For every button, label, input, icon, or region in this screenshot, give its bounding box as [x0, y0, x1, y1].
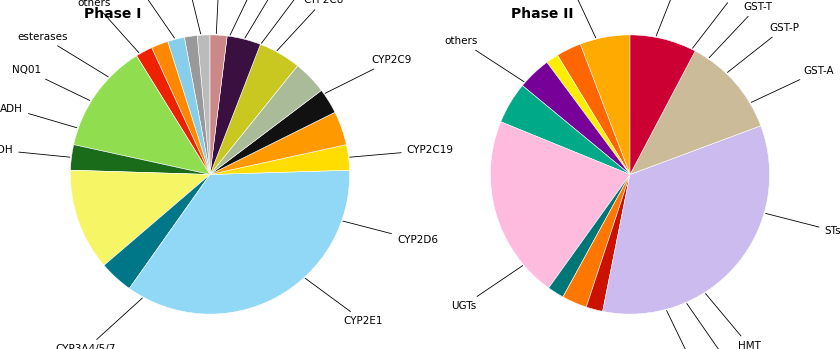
- Text: CYP1B1: CYP1B1: [230, 0, 277, 35]
- Wedge shape: [630, 51, 761, 174]
- Wedge shape: [210, 90, 335, 174]
- Text: TPMT: TPMT: [667, 311, 709, 349]
- Text: CYP3A4/5/7: CYP3A4/5/7: [55, 298, 142, 349]
- Text: NAT2: NAT2: [656, 0, 694, 36]
- Text: STs: STs: [765, 214, 840, 236]
- Text: COMT: COMT: [687, 304, 742, 349]
- Wedge shape: [184, 36, 210, 174]
- Wedge shape: [197, 35, 210, 174]
- Wedge shape: [630, 35, 696, 174]
- Text: Phase II: Phase II: [512, 7, 574, 21]
- Text: CYP2B6: CYP2B6: [261, 0, 322, 43]
- Wedge shape: [71, 170, 210, 265]
- Text: epoxide
hydrolase: epoxide hydrolase: [111, 0, 175, 38]
- Wedge shape: [491, 122, 630, 288]
- Wedge shape: [210, 112, 346, 174]
- Text: ALDH: ALDH: [0, 145, 70, 157]
- Text: NQ01: NQ01: [13, 65, 90, 101]
- Wedge shape: [210, 44, 297, 174]
- Text: CYP2C19: CYP2C19: [349, 145, 454, 157]
- Text: GST-T: GST-T: [709, 1, 772, 58]
- Text: others: others: [444, 36, 524, 82]
- Wedge shape: [210, 144, 349, 174]
- Wedge shape: [563, 174, 630, 307]
- Text: esterases: esterases: [17, 31, 108, 77]
- Wedge shape: [104, 174, 210, 288]
- Text: CYP2E1: CYP2E1: [305, 278, 383, 326]
- Wedge shape: [137, 48, 210, 174]
- Wedge shape: [501, 86, 630, 174]
- Wedge shape: [580, 35, 630, 174]
- Text: Phase I: Phase I: [84, 7, 142, 21]
- Text: others: others: [77, 0, 139, 53]
- Wedge shape: [522, 62, 630, 174]
- Text: HMT: HMT: [706, 294, 761, 349]
- Wedge shape: [547, 55, 630, 174]
- Wedge shape: [210, 35, 227, 174]
- Text: UGTs: UGTs: [451, 266, 522, 311]
- Wedge shape: [168, 37, 210, 174]
- Text: GST-A: GST-A: [751, 66, 834, 102]
- Text: CYP2C9: CYP2C9: [325, 55, 412, 93]
- Wedge shape: [152, 42, 210, 174]
- Wedge shape: [71, 144, 210, 174]
- Text: CYP1A1/2: CYP1A1/2: [194, 0, 244, 34]
- Text: ADH: ADH: [0, 104, 76, 128]
- Wedge shape: [586, 174, 630, 311]
- Text: CYP2A6: CYP2A6: [245, 0, 298, 38]
- Text: DPD: DPD: [176, 0, 201, 34]
- Text: CYP2D6: CYP2D6: [343, 221, 438, 245]
- Wedge shape: [549, 174, 630, 297]
- Wedge shape: [210, 36, 260, 174]
- Text: GST-P: GST-P: [727, 23, 800, 73]
- Wedge shape: [210, 66, 322, 174]
- Text: CYP2C8: CYP2C8: [277, 0, 344, 51]
- Wedge shape: [558, 44, 630, 174]
- Wedge shape: [129, 170, 349, 314]
- Wedge shape: [602, 126, 769, 314]
- Wedge shape: [74, 56, 210, 174]
- Text: NAT1: NAT1: [554, 0, 596, 38]
- Text: GST-M: GST-M: [693, 0, 752, 48]
